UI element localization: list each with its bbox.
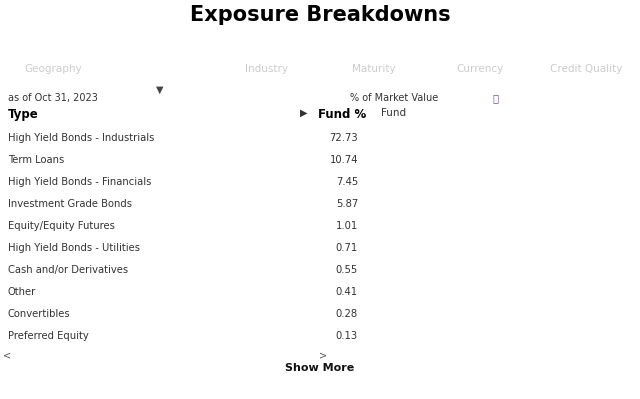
Text: Credit Quality: Credit Quality	[550, 65, 623, 75]
Text: Term Loans: Term Loans	[8, 155, 64, 165]
Text: 10.74: 10.74	[330, 155, 358, 165]
Text: Geography: Geography	[24, 65, 82, 75]
Text: 0.28: 0.28	[336, 309, 358, 319]
Text: 0.41: 0.41	[336, 287, 358, 297]
Text: 0.13: 0.13	[336, 331, 358, 341]
Text: >: >	[319, 350, 327, 360]
Text: Show More: Show More	[285, 363, 355, 373]
Text: Industry: Industry	[245, 65, 288, 75]
Text: Type: Type	[8, 108, 39, 121]
Text: ▶: ▶	[300, 108, 307, 118]
Text: Convertibles: Convertibles	[8, 309, 70, 319]
Text: High Yield Bonds - Industrials: High Yield Bonds - Industrials	[8, 133, 154, 143]
Text: 0.55: 0.55	[336, 265, 358, 275]
Text: ▼: ▼	[156, 85, 164, 95]
Text: 1.01: 1.01	[336, 221, 358, 231]
Text: Equity/Equity Futures: Equity/Equity Futures	[8, 221, 115, 231]
Text: Exposure Breakdowns: Exposure Breakdowns	[189, 5, 451, 25]
Text: Preferred Equity: Preferred Equity	[8, 331, 89, 341]
Text: ⓘ: ⓘ	[490, 93, 499, 103]
Text: Maturity: Maturity	[351, 65, 395, 75]
Text: High Yield Bonds - Utilities: High Yield Bonds - Utilities	[8, 243, 140, 253]
Text: 5.87: 5.87	[336, 199, 358, 209]
Text: Other: Other	[8, 287, 36, 297]
Text: Cash and/or Derivatives: Cash and/or Derivatives	[8, 265, 128, 275]
Text: Fund: Fund	[381, 108, 406, 118]
Text: Sector: Sector	[141, 65, 179, 75]
Text: High Yield Bonds - Financials: High Yield Bonds - Financials	[8, 177, 152, 187]
Text: 0.71: 0.71	[336, 243, 358, 253]
Text: 72.73: 72.73	[330, 133, 358, 143]
Text: Investment Grade Bonds: Investment Grade Bonds	[8, 199, 132, 209]
Text: 7.45: 7.45	[336, 177, 358, 187]
Text: as of Oct 31, 2023: as of Oct 31, 2023	[8, 93, 98, 103]
Text: <: <	[3, 350, 11, 360]
Text: Fund %: Fund %	[318, 108, 366, 121]
Text: % of Market Value: % of Market Value	[350, 93, 438, 103]
Text: Currency: Currency	[456, 65, 504, 75]
